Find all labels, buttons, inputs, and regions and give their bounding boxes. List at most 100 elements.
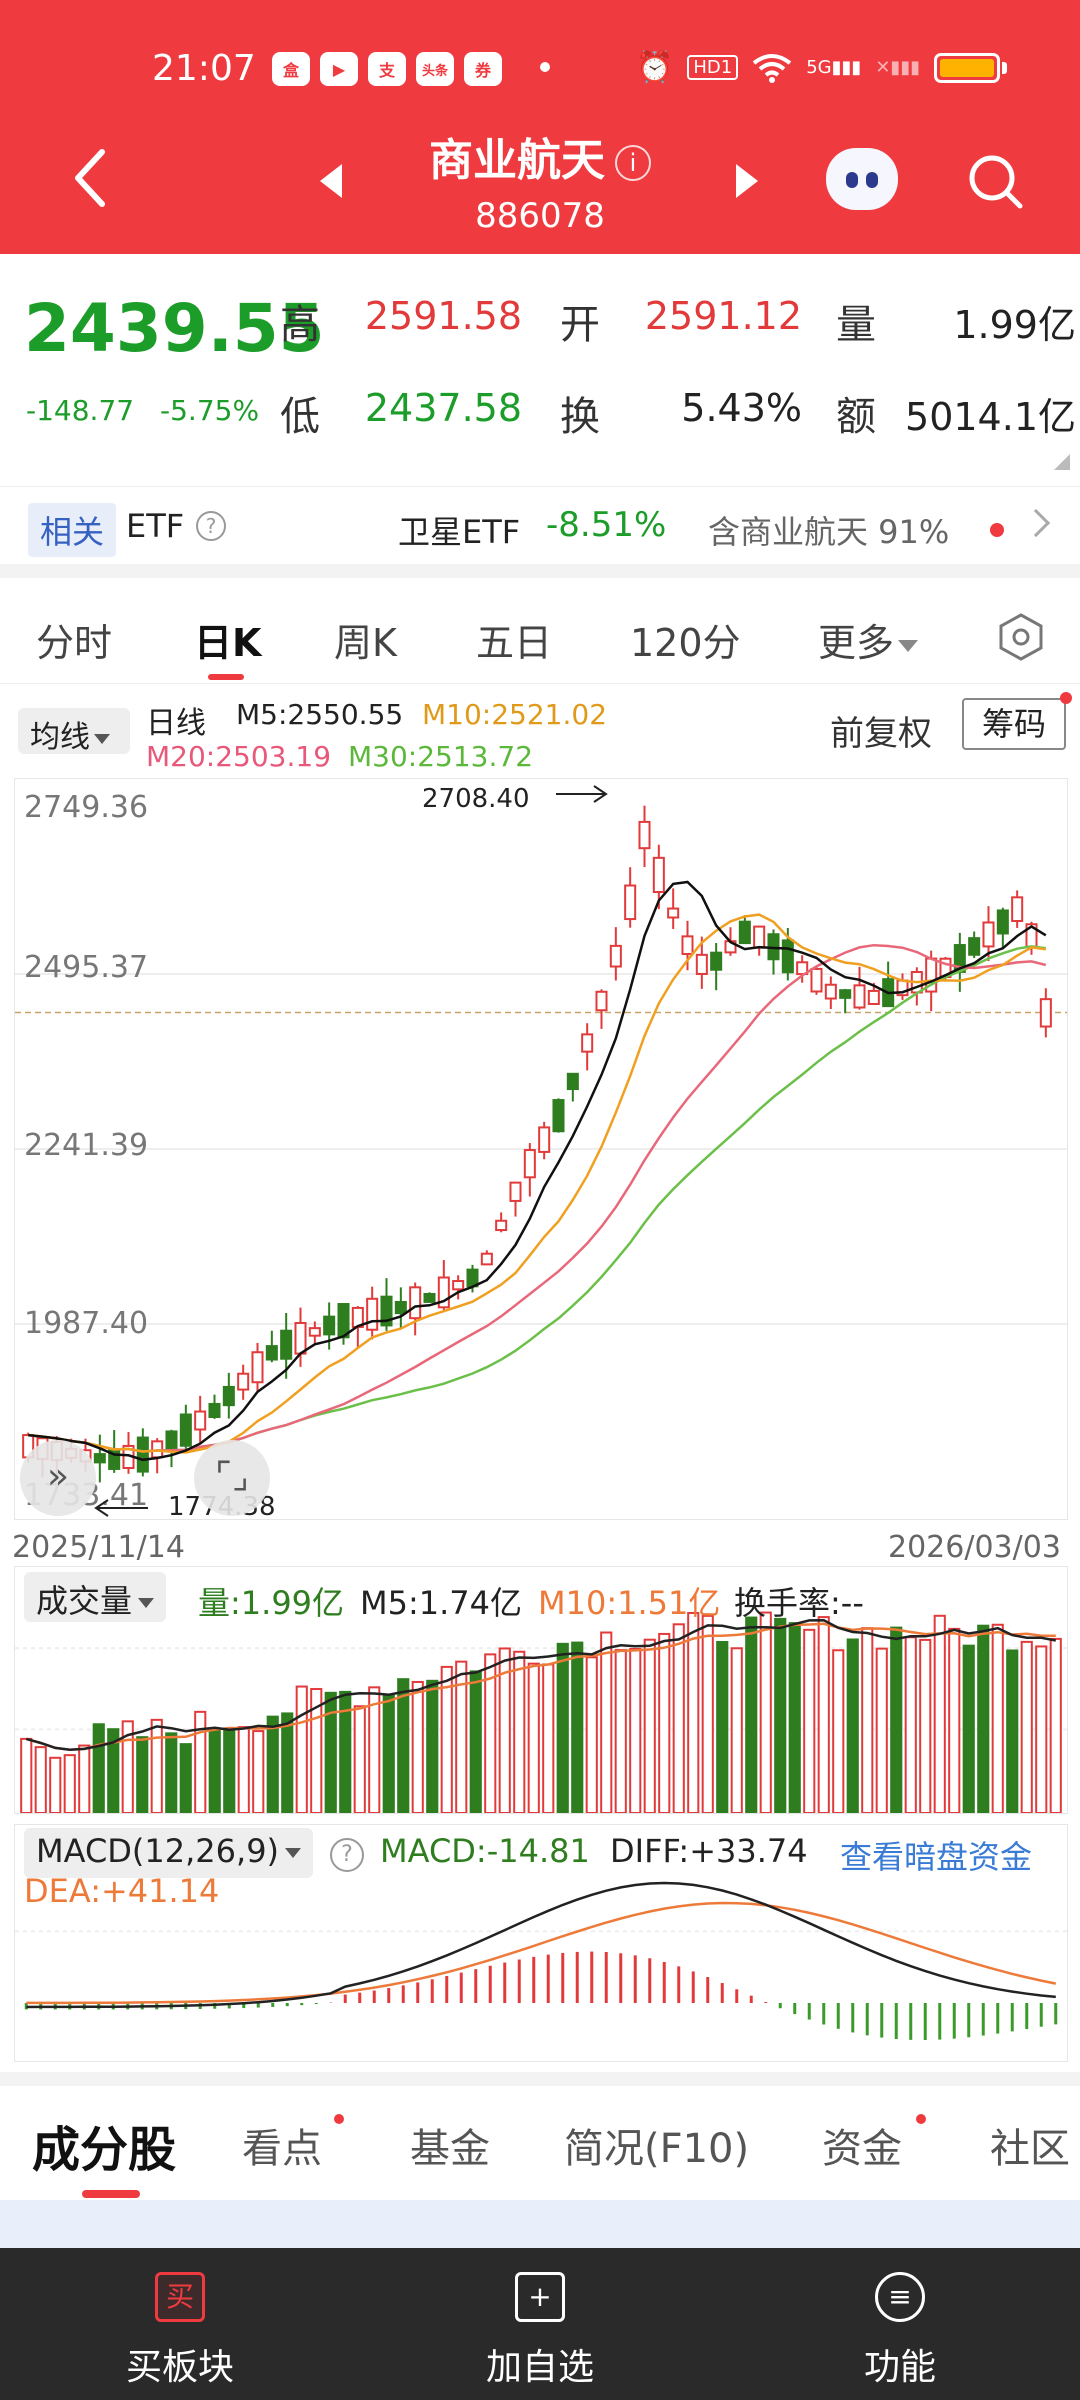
- volume-bar: [730, 1647, 743, 1815]
- volume-bar: [687, 1611, 700, 1814]
- tab-capital[interactable]: 资金: [822, 2126, 902, 2172]
- volume-chart[interactable]: [14, 1566, 1068, 1815]
- vol-ma5-line: [25, 1619, 1057, 1751]
- tab-intraday[interactable]: 分时: [36, 621, 113, 665]
- title-text: 商业航天: [429, 135, 605, 186]
- volume-bar: [469, 1670, 482, 1814]
- volume-bar: [165, 1732, 178, 1815]
- active-tab-indicator: [208, 674, 244, 680]
- tab-five-day[interactable]: 五日: [476, 621, 553, 665]
- candle-body: [738, 920, 751, 945]
- volume-bar: [788, 1622, 801, 1814]
- tab-highlights[interactable]: 看点: [242, 2126, 322, 2172]
- candle-body: [452, 1280, 465, 1291]
- candle-body: [781, 939, 794, 974]
- volume-bar: [759, 1611, 772, 1814]
- candle-body: [323, 1315, 336, 1336]
- chip-button[interactable]: 筹码: [962, 698, 1066, 750]
- volume-bar: [324, 1691, 337, 1814]
- macd-chart[interactable]: [14, 1824, 1068, 2062]
- expand-corner-icon[interactable]: [1054, 454, 1070, 470]
- related-etf-row[interactable]: 相关 ETF ? 卫星ETF -8.51% 含商业航天 91%: [0, 486, 1080, 578]
- add-watchlist-button[interactable]: + 加自选: [360, 2248, 720, 2400]
- candle-body: [194, 1410, 207, 1431]
- price-change: -148.77: [26, 394, 135, 427]
- buy-sector-label: 买板块: [125, 2347, 234, 2388]
- candle-body: [1011, 896, 1024, 922]
- candle-body: [179, 1413, 192, 1447]
- volume-value: 量:1.99亿: [198, 1584, 345, 1622]
- tab-funds[interactable]: 基金: [410, 2126, 490, 2172]
- functions-button[interactable]: ≡ 功能: [720, 2248, 1080, 2400]
- tab-daily-k[interactable]: 日K: [194, 621, 262, 665]
- tab-120-min[interactable]: 120分: [630, 621, 741, 665]
- candle-body: [824, 983, 837, 1000]
- next-stock-icon[interactable]: [736, 164, 758, 198]
- settings-hexagon-icon[interactable]: [996, 612, 1046, 662]
- tab-profile[interactable]: 简况(F10): [564, 2126, 750, 2172]
- volume-bar: [832, 1649, 845, 1815]
- volume-bar: [600, 1631, 613, 1814]
- open-label: 开: [560, 302, 600, 348]
- tab-more[interactable]: 更多: [818, 612, 919, 667]
- signal-2-icon: ✕▮▮▮: [875, 57, 921, 78]
- volume-bar: [513, 1650, 526, 1814]
- high-label: 高: [280, 302, 320, 348]
- kline-chart[interactable]: [14, 778, 1068, 1520]
- low-value: 2437.58: [364, 386, 522, 430]
- buy-sector-button[interactable]: 买 买板块: [0, 2248, 360, 2400]
- volume-bar: [556, 1642, 569, 1814]
- volume-bar: [208, 1728, 221, 1814]
- macd-indicator-select[interactable]: MACD(12,26,9): [24, 1828, 314, 1878]
- amount-value: 5014.1亿: [905, 395, 1076, 439]
- volume-bar: [1006, 1649, 1019, 1814]
- robot-assistant-icon[interactable]: [826, 148, 898, 210]
- candle-body: [251, 1351, 264, 1384]
- volume-bar: [948, 1627, 961, 1814]
- signal-label: 5G: [806, 57, 832, 78]
- volume-bar: [658, 1632, 671, 1814]
- volume-bar: [78, 1744, 91, 1814]
- ma30-line: [28, 945, 1046, 1453]
- turnover-label: 换: [560, 394, 600, 440]
- tab-community[interactable]: 社区: [990, 2126, 1070, 2172]
- candle-body: [423, 1292, 436, 1303]
- ma-indicator-select[interactable]: 均线: [18, 708, 130, 755]
- quote-panel: 2439.55 -148.77 -5.75% 高 2591.58 开 2591.…: [0, 254, 1080, 486]
- volume-indicator-select[interactable]: 成交量: [24, 1572, 167, 1622]
- tab-weekly-k[interactable]: 周K: [334, 621, 397, 665]
- signal-5g-icon: 5G▮▮▮: [806, 57, 862, 78]
- capital-dot: [916, 2114, 926, 2124]
- candle-body: [437, 1276, 450, 1309]
- volume-bar: [629, 1648, 642, 1814]
- volume-select-label: 成交量: [36, 1582, 133, 1620]
- volume-bar: [411, 1680, 424, 1815]
- help-icon[interactable]: ?: [196, 511, 226, 541]
- dark-pool-link[interactable]: 查看暗盘资金: [840, 1838, 1033, 1876]
- prev-stock-icon[interactable]: [320, 164, 342, 198]
- macd-help-icon[interactable]: ?: [330, 1838, 364, 1872]
- dropdown-icon: [285, 1848, 302, 1858]
- kline-svg: [15, 805, 1067, 1483]
- page-title: 商业航天 i: [0, 124, 1080, 188]
- volume-bar: [237, 1726, 250, 1814]
- promo-banner[interactable]: [0, 2200, 1080, 2248]
- candle-body: [237, 1372, 250, 1391]
- candle-body: [595, 990, 608, 1012]
- adjust-mode[interactable]: 前复权: [830, 714, 932, 754]
- dropdown-icon: [94, 733, 110, 744]
- info-icon[interactable]: i: [615, 145, 651, 181]
- candle-body: [165, 1430, 178, 1449]
- tab-constituents[interactable]: 成分股: [32, 2122, 177, 2178]
- volume-bar: [20, 1737, 33, 1814]
- header: 21:07 盒 ▶ 支 头条 券 ⏰ HD1 5G▮▮▮ ✕▮▮▮ 商业航天 i …: [0, 0, 1080, 254]
- macd-value: MACD:-14.81: [380, 1832, 590, 1870]
- back-arrow-icon[interactable]: [70, 148, 110, 208]
- ma20-line: [28, 943, 1047, 1453]
- volume-bar: [643, 1638, 656, 1814]
- volume-bar: [614, 1649, 627, 1814]
- expand-sidebar-icon[interactable]: »: [20, 1440, 96, 1516]
- fullscreen-icon[interactable]: ⌜⌟: [194, 1440, 270, 1516]
- search-icon[interactable]: [966, 152, 1024, 210]
- status-time: 21:07: [152, 48, 256, 89]
